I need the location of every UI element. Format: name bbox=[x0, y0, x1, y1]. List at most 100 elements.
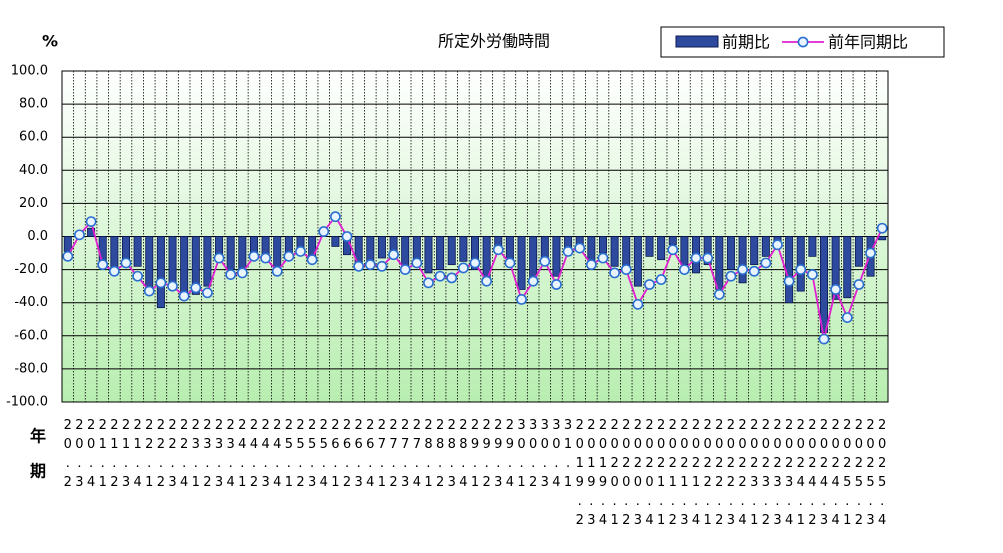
bar bbox=[436, 236, 445, 270]
point bbox=[108, 265, 120, 277]
point bbox=[143, 285, 155, 297]
point bbox=[527, 275, 539, 287]
bar bbox=[180, 236, 189, 300]
point bbox=[120, 257, 132, 269]
point bbox=[74, 229, 85, 241]
point bbox=[562, 245, 574, 257]
point bbox=[423, 277, 434, 289]
y-tick-label: -20.0 bbox=[14, 262, 48, 277]
point bbox=[225, 269, 237, 280]
bar bbox=[552, 236, 561, 277]
point bbox=[632, 298, 644, 310]
point bbox=[597, 252, 609, 264]
point bbox=[85, 216, 97, 228]
bar bbox=[645, 236, 654, 257]
y-tick-label: 40.0 bbox=[19, 163, 48, 178]
bar bbox=[412, 236, 421, 261]
point bbox=[830, 284, 842, 295]
bar bbox=[191, 236, 200, 295]
point bbox=[411, 257, 423, 269]
y-tick-label: -60.0 bbox=[14, 328, 48, 343]
point bbox=[644, 279, 655, 290]
bar bbox=[168, 236, 177, 284]
chart-title: 所定外労働時間 bbox=[438, 32, 550, 51]
bar bbox=[517, 236, 526, 290]
point bbox=[725, 270, 737, 282]
bar bbox=[750, 236, 759, 266]
point bbox=[97, 259, 109, 271]
point bbox=[481, 275, 493, 287]
point bbox=[551, 279, 562, 290]
point bbox=[446, 272, 458, 284]
bar bbox=[843, 236, 852, 299]
bar bbox=[610, 236, 619, 267]
legend-label: 前期比 bbox=[722, 33, 770, 52]
bar bbox=[820, 236, 829, 333]
bar bbox=[145, 236, 154, 292]
bar bbox=[796, 236, 805, 292]
point bbox=[457, 262, 469, 274]
point bbox=[271, 265, 283, 277]
point bbox=[248, 250, 260, 262]
point bbox=[283, 250, 295, 262]
point bbox=[713, 289, 725, 300]
y-tick-label: 0.0 bbox=[27, 229, 48, 244]
point bbox=[841, 312, 853, 323]
bar bbox=[331, 236, 340, 247]
bar bbox=[470, 236, 479, 270]
point bbox=[795, 264, 807, 275]
bar bbox=[459, 236, 468, 262]
point bbox=[702, 252, 714, 264]
bar bbox=[854, 236, 863, 267]
point bbox=[585, 259, 597, 271]
y-tick-label: -80.0 bbox=[14, 361, 48, 376]
point bbox=[329, 211, 341, 223]
point bbox=[190, 282, 202, 294]
point bbox=[667, 244, 679, 256]
y-tick-label: 20.0 bbox=[19, 196, 48, 211]
point bbox=[806, 269, 818, 280]
point bbox=[213, 252, 225, 264]
point bbox=[132, 270, 144, 282]
bar bbox=[156, 236, 165, 309]
point bbox=[818, 333, 830, 345]
bar bbox=[598, 236, 607, 254]
bar bbox=[540, 236, 549, 259]
point bbox=[295, 245, 306, 257]
point bbox=[876, 222, 888, 234]
bar bbox=[529, 236, 538, 280]
point bbox=[434, 270, 446, 282]
point bbox=[655, 274, 667, 285]
point bbox=[399, 264, 411, 275]
point bbox=[679, 264, 690, 275]
point bbox=[178, 290, 190, 302]
point bbox=[737, 264, 748, 275]
y-axis-label: % bbox=[42, 32, 58, 51]
